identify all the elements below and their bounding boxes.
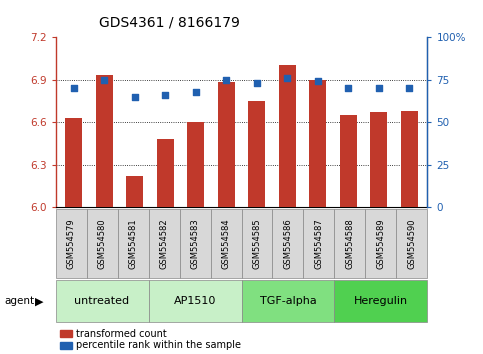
Text: GSM554580: GSM554580 [98,218,107,269]
Text: Heregulin: Heregulin [354,296,408,306]
Text: AP1510: AP1510 [174,296,216,306]
Point [344,85,352,91]
Text: agent: agent [5,296,35,306]
Bar [96,75,113,207]
Point [70,85,78,91]
Bar [340,115,356,207]
Text: GSM554590: GSM554590 [408,218,416,269]
Point [100,77,108,82]
Bar [370,112,387,207]
Bar [218,82,235,207]
Bar [401,111,417,207]
Text: GSM554588: GSM554588 [345,218,355,269]
Text: GSM554584: GSM554584 [222,218,230,269]
Text: GSM554582: GSM554582 [159,218,169,269]
Text: GSM554579: GSM554579 [67,218,75,269]
Bar [157,139,174,207]
Text: GSM554589: GSM554589 [376,218,385,269]
Point [314,79,322,84]
Point [284,75,291,81]
Point [253,80,261,86]
Bar [187,122,204,207]
Text: transformed count: transformed count [76,329,167,339]
Point [131,94,139,99]
Point [222,77,230,82]
Text: percentile rank within the sample: percentile rank within the sample [76,340,241,350]
Point [405,85,413,91]
Bar [309,80,326,207]
Text: GSM554587: GSM554587 [314,218,324,269]
Text: GDS4361 / 8166179: GDS4361 / 8166179 [99,16,240,30]
Point [375,85,383,91]
Text: TGF-alpha: TGF-alpha [260,296,316,306]
Text: ▶: ▶ [35,296,43,306]
Text: GSM554581: GSM554581 [128,218,138,269]
Text: GSM554585: GSM554585 [253,218,261,269]
Bar [279,65,296,207]
Bar [248,101,265,207]
Point [192,89,199,95]
Bar [127,176,143,207]
Text: GSM554586: GSM554586 [284,218,293,269]
Text: GSM554583: GSM554583 [190,218,199,269]
Bar [66,118,82,207]
Text: untreated: untreated [74,296,129,306]
Point [161,92,169,98]
